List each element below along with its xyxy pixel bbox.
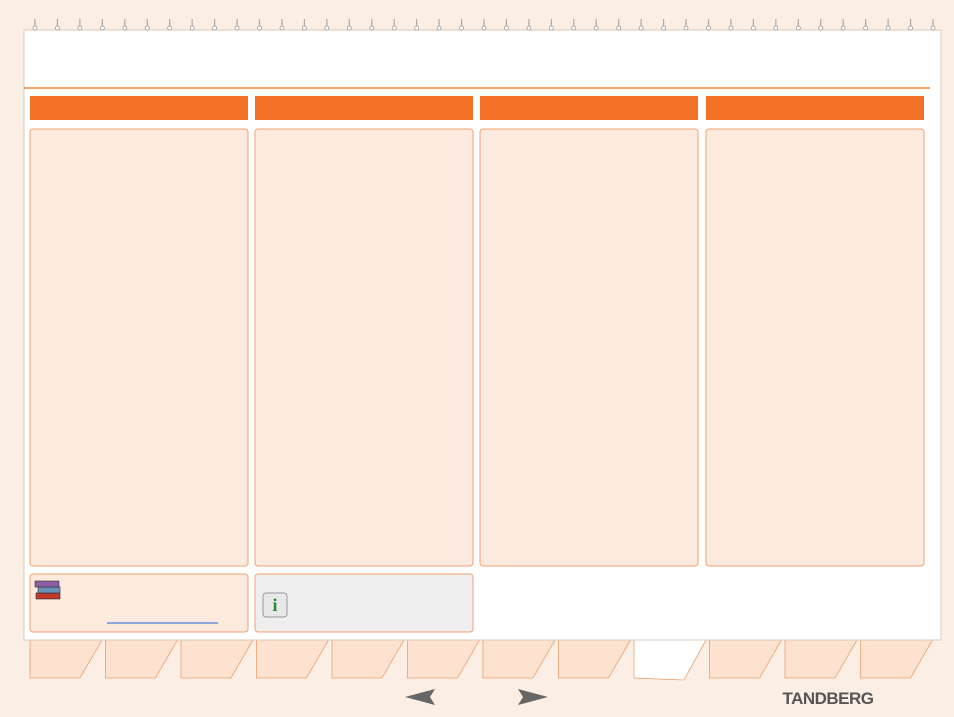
columns	[29, 96, 925, 567]
column-header	[706, 96, 924, 120]
ring-hole	[346, 25, 352, 31]
ring-hole	[324, 25, 330, 31]
ring-hole	[908, 25, 913, 31]
ring-hole	[683, 25, 689, 31]
ring-hole	[504, 25, 509, 31]
ring-hole	[571, 25, 577, 31]
tab-row	[29, 639, 934, 681]
ring-hole	[99, 25, 105, 31]
ring-hole	[638, 25, 644, 31]
ring-hole	[459, 25, 464, 31]
ring-hole	[32, 25, 38, 31]
ring-hole	[122, 25, 128, 31]
ring-hole	[706, 25, 711, 31]
ring-hole	[840, 25, 846, 31]
ring-hole	[795, 25, 801, 31]
ring-hole	[436, 25, 442, 31]
column-panel	[479, 128, 699, 567]
books-icon	[34, 580, 61, 600]
reference-box	[29, 573, 249, 633]
next-arrow[interactable]	[518, 689, 548, 705]
ring-hole	[414, 25, 420, 31]
ring-hole	[212, 25, 218, 31]
ring-hole	[616, 25, 622, 31]
ring-hole	[773, 25, 779, 31]
brand-logo: TANDBERG	[782, 689, 873, 708]
ring-hole	[167, 25, 173, 31]
ring-hole	[481, 25, 487, 31]
ring-hole	[257, 25, 262, 31]
ring-hole	[863, 25, 869, 31]
ring-hole	[593, 25, 599, 31]
prev-arrow[interactable]	[405, 689, 435, 705]
ring-hole	[391, 25, 397, 31]
ring-hole	[279, 25, 285, 31]
ring-hole	[55, 25, 60, 31]
ring-hole	[189, 25, 195, 31]
ring-hole	[728, 25, 734, 31]
ring-hole	[369, 25, 375, 31]
ring-hole	[818, 25, 824, 31]
column-header	[30, 96, 248, 120]
ring-hole	[144, 25, 150, 31]
info-icon: i	[262, 592, 288, 618]
ring-hole	[548, 25, 554, 31]
ring-hole	[234, 25, 240, 31]
column-panel	[705, 128, 925, 567]
column-panel	[29, 128, 249, 567]
spiral-rings	[32, 19, 936, 31]
ring-hole	[301, 25, 307, 31]
ring-hole	[930, 25, 936, 31]
ring-hole	[661, 25, 666, 31]
ring-hole	[885, 25, 891, 31]
ring-hole	[77, 25, 83, 31]
info-box	[254, 573, 474, 633]
column-panel	[254, 128, 474, 567]
svg-text:i: i	[272, 595, 277, 615]
ring-hole	[751, 25, 756, 31]
column-header	[480, 96, 698, 120]
column-header	[255, 96, 473, 120]
ring-hole	[526, 25, 532, 31]
